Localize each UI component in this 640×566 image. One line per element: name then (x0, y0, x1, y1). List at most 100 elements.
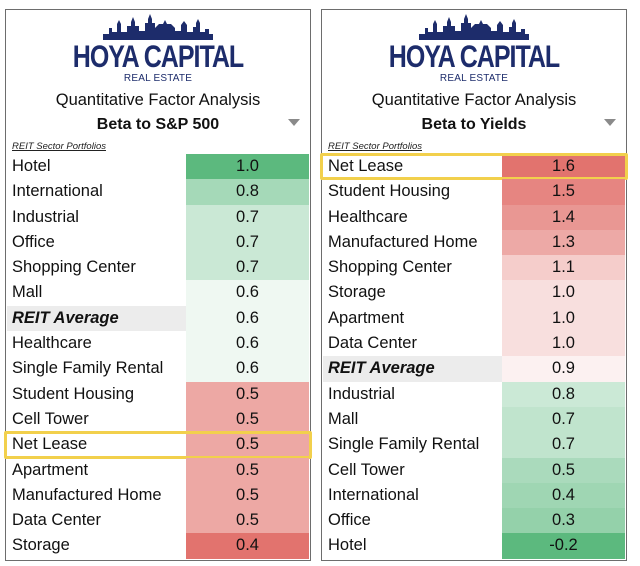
beta-value-cell: 1.4 (502, 204, 625, 230)
section-label: REIT Sector Portfolios (12, 141, 106, 152)
sector-name: Hotel (328, 536, 367, 555)
beta-value-cell: 0.7 (186, 204, 309, 230)
table-row: Student Housing 1.5 (323, 179, 625, 205)
table-row: Single Family Rental 0.6 (7, 356, 309, 382)
table-row: Net Lease 0.5 (4, 431, 312, 459)
sp500-beta-panel: HOYA CAPITAL REAL ESTATE Quantitative Fa… (4, 9, 312, 561)
sector-name: REIT Average (7, 305, 186, 332)
beta-value-cell: 1.0 (186, 154, 309, 180)
table-row: Office 0.7 (7, 229, 309, 256)
beta-value-cell: 0.3 (502, 508, 625, 534)
table-row: Shopping Center 1.1 (323, 255, 625, 281)
sector-name: International (12, 182, 103, 201)
sector-name: Healthcare (12, 334, 92, 353)
sector-name: Storage (12, 536, 70, 555)
table-row: Cell Tower 0.5 (323, 457, 625, 483)
beta-value-cell: 1.6 (502, 154, 625, 180)
sector-name: Cell Tower (328, 460, 405, 479)
beta-value-cell: 0.5 (186, 406, 309, 433)
sector-name: Shopping Center (328, 258, 452, 277)
sector-name: Apartment (328, 308, 405, 327)
brand-name: HOYA CAPITAL (72, 39, 244, 75)
beta-value-cell: 0.5 (186, 432, 309, 458)
table-row: Apartment 1.0 (323, 305, 625, 332)
beta-value-cell: 0.8 (186, 179, 309, 205)
table-row: Industrial 0.7 (7, 204, 309, 230)
sector-name: Industrial (328, 384, 395, 403)
beta-value-cell: 0.5 (186, 482, 309, 509)
sector-name: Hotel (12, 157, 51, 175)
table-row: International 0.4 (323, 482, 625, 509)
table-row: Hotel 1.0 (7, 154, 309, 180)
table-row: Healthcare 1.4 (323, 204, 625, 230)
city-skyline-icon (419, 14, 529, 40)
table-row: Data Center 0.5 (7, 508, 309, 534)
table-row: Mall 0.7 (323, 406, 625, 433)
beta-value-cell: 0.5 (186, 508, 309, 534)
beta-value-cell: 0.8 (502, 381, 625, 407)
sector-name: Single Family Rental (328, 435, 480, 454)
table-row: REIT Average 0.9 (323, 356, 625, 382)
table-row: Hotel -0.2 (323, 533, 625, 559)
table-row: Mall 0.6 (7, 280, 309, 306)
beta-value-cell: 0.5 (186, 457, 309, 483)
beta-value-cell: 0.6 (186, 305, 309, 332)
table-row: Cell Tower 0.5 (7, 406, 309, 433)
table-row: Single Family Rental 0.7 (323, 432, 625, 458)
beta-value-cell: 0.6 (186, 280, 309, 306)
table-row: Storage 1.0 (323, 280, 625, 306)
beta-value-cell: 1.0 (502, 331, 625, 357)
sector-name: Data Center (328, 334, 417, 353)
sector-name: Industrial (12, 207, 79, 226)
beta-value-cell: 0.7 (186, 229, 309, 256)
sector-name: Single Family Rental (12, 359, 164, 378)
beta-value-cell: 0.7 (502, 432, 625, 458)
sector-name: Apartment (12, 460, 89, 479)
table-row: Apartment 0.5 (7, 457, 309, 483)
sector-name: Net Lease (328, 157, 404, 175)
sector-name: Student Housing (12, 384, 135, 403)
table-row: Net Lease 1.6 (320, 153, 628, 181)
sector-name: Manufactured Home (328, 232, 478, 251)
table-row: Healthcare 0.6 (7, 331, 309, 357)
sector-name: Healthcare (328, 207, 408, 226)
sector-table: Net Lease 1.6 Student Housing 1.5 Healthcare… (320, 153, 628, 559)
sector-name: Data Center (12, 511, 101, 530)
metric-title: Beta to Yields (421, 116, 527, 133)
brand-name: HOYA CAPITAL (388, 39, 560, 75)
brand-subtitle: REAL ESTATE (123, 73, 193, 84)
yields-beta-panel: HOYA CAPITAL REAL ESTATE Quantitative Fa… (320, 9, 628, 561)
metric-dropdown-arrow-icon[interactable] (604, 119, 616, 126)
section-label: REIT Sector Portfolios (328, 141, 422, 152)
beta-value-cell: 1.1 (502, 255, 625, 281)
table-row: Office 0.3 (323, 508, 625, 534)
sector-name: Mall (12, 283, 43, 302)
hoya-capital-logo: HOYA CAPITAL REAL ESTATE (322, 14, 626, 98)
beta-value-cell: 0.6 (186, 331, 309, 357)
sector-table: Hotel 1.0 International 0.8 Industrial 0.7 Off… (4, 154, 312, 559)
table-row: Data Center 1.0 (323, 331, 625, 357)
sector-name: Net Lease (12, 435, 88, 454)
brand-subtitle: REAL ESTATE (439, 73, 509, 84)
table-row: Shopping Center 0.7 (7, 255, 309, 281)
sector-name: Student Housing (328, 182, 451, 201)
beta-value-cell: 0.7 (502, 406, 625, 433)
sector-name: Mall (328, 409, 359, 428)
table-row: Storage 0.4 (7, 533, 309, 559)
hoya-capital-logo: HOYA CAPITAL REAL ESTATE (6, 14, 310, 98)
beta-value-cell: -0.2 (502, 533, 625, 559)
beta-value-cell: 0.5 (502, 457, 625, 483)
sector-name: Manufactured Home (12, 485, 162, 504)
beta-value-cell: 1.3 (502, 229, 625, 256)
beta-value-cell: 0.5 (186, 381, 309, 407)
sector-name: Storage (328, 283, 386, 302)
beta-value-cell: 0.4 (502, 482, 625, 509)
table-row: Student Housing 0.5 (7, 381, 309, 407)
table-row: Manufactured Home 0.5 (7, 482, 309, 509)
sector-name: REIT Average (323, 356, 502, 382)
beta-value-cell: 0.7 (186, 255, 309, 281)
city-skyline-icon (103, 14, 213, 40)
metric-dropdown-arrow-icon[interactable] (288, 119, 300, 126)
beta-value-cell: 1.0 (502, 305, 625, 332)
beta-value-cell: 1.5 (502, 179, 625, 205)
